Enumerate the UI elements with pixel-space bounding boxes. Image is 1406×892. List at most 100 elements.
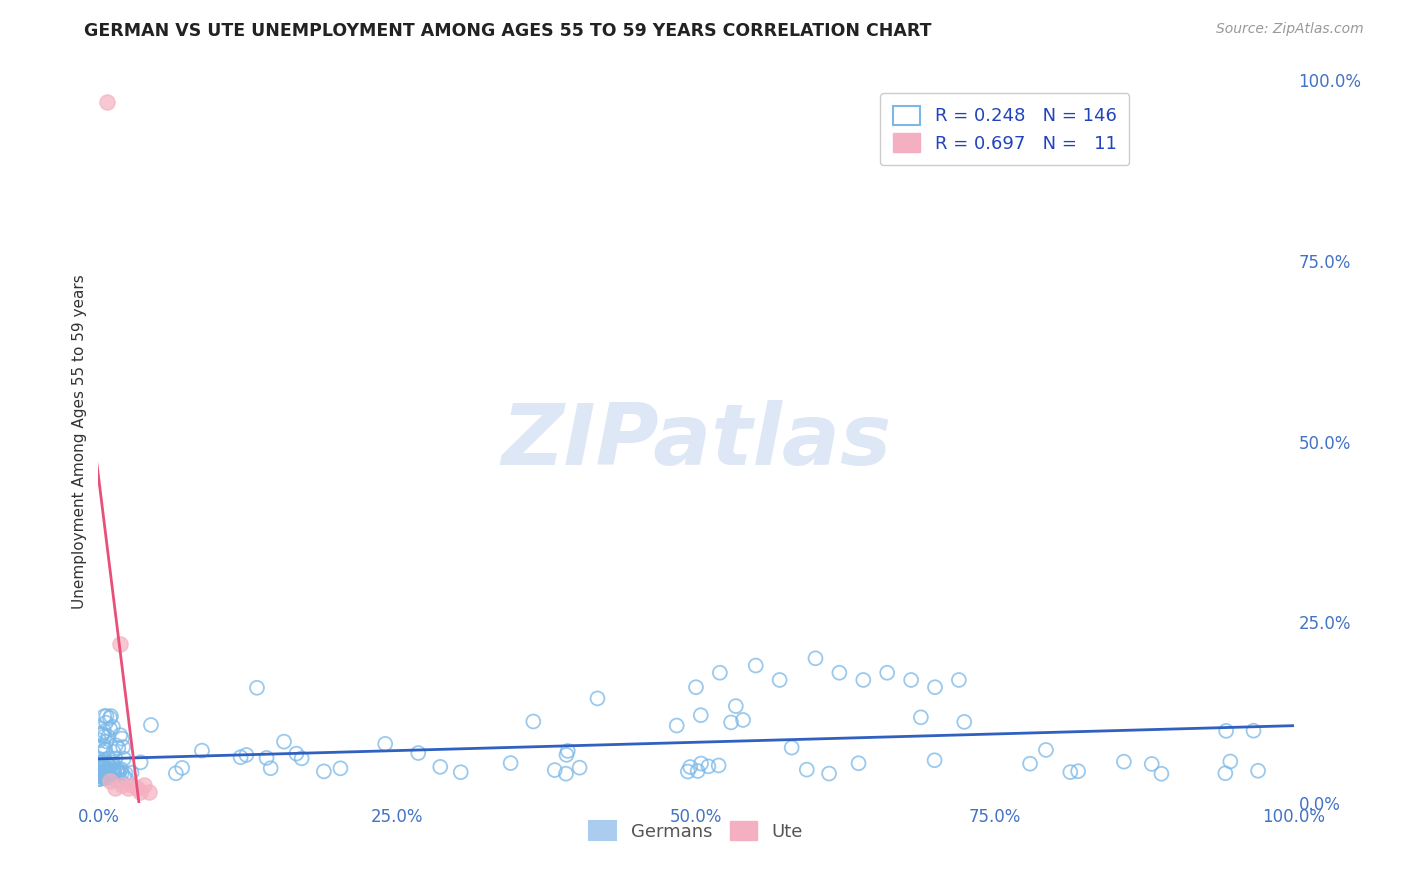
Point (89, 766, 111, 780)
Point (96, 764, 118, 779)
Text: ZIPatlas: ZIPatlas (501, 400, 891, 483)
Point (876, 665, 898, 680)
Point (312, 764, 335, 779)
Point (948, 673, 970, 687)
Point (89, 756, 111, 771)
Point (1247, 764, 1270, 778)
Point (125, 781, 148, 796)
Point (1213, 766, 1236, 780)
Point (103, 763, 125, 777)
Point (1150, 766, 1173, 780)
Legend: Germans, Ute: Germans, Ute (582, 814, 810, 848)
Point (89, 772, 111, 786)
Point (107, 766, 129, 780)
Point (697, 759, 720, 773)
Point (555, 747, 578, 762)
Point (1140, 756, 1163, 771)
Point (103, 764, 125, 779)
Point (132, 778, 155, 792)
Point (101, 756, 124, 770)
Point (1215, 723, 1237, 738)
Point (97, 769, 120, 783)
Y-axis label: Unemployment Among Ages 55 to 59 years: Unemployment Among Ages 55 to 59 years (72, 274, 87, 609)
Point (191, 743, 214, 757)
Point (104, 739, 127, 753)
Point (96, 709, 118, 723)
Point (93, 739, 115, 753)
Point (745, 658, 768, 673)
Point (98, 722, 121, 736)
Point (112, 769, 135, 783)
Point (93, 730, 115, 744)
Point (93, 709, 115, 723)
Point (90, 760, 112, 774)
Point (96, 763, 118, 777)
Point (112, 751, 135, 765)
Point (291, 751, 314, 765)
Point (94, 771, 117, 785)
Point (93, 762, 115, 776)
Point (100, 709, 122, 723)
Point (818, 766, 841, 780)
Point (98, 768, 121, 782)
Point (111, 731, 134, 746)
Point (568, 761, 591, 775)
Point (110, 728, 132, 742)
Point (165, 766, 187, 780)
Point (689, 708, 711, 723)
Point (97, 759, 120, 773)
Point (117, 781, 139, 796)
Point (329, 761, 352, 775)
Point (172, 761, 194, 775)
Point (1219, 755, 1241, 769)
Text: GERMAN VS UTE UNEMPLOYMENT AMONG AGES 55 TO 59 YEARS CORRELATION CHART: GERMAN VS UTE UNEMPLOYMENT AMONG AGES 55… (84, 22, 932, 40)
Point (97, 764, 120, 779)
Point (96, 756, 118, 770)
Point (852, 673, 875, 687)
Point (96, 734, 118, 748)
Point (406, 746, 429, 760)
Point (104, 751, 127, 765)
Point (105, 764, 128, 778)
Point (111, 766, 134, 780)
Point (94, 743, 117, 757)
Point (105, 773, 128, 788)
Point (108, 765, 131, 780)
Point (97, 751, 120, 765)
Point (97, 730, 120, 744)
Point (93, 767, 115, 781)
Point (121, 765, 143, 780)
Point (91, 759, 114, 773)
Point (229, 750, 252, 764)
Point (97, 770, 120, 784)
Point (96, 756, 118, 770)
Point (429, 760, 451, 774)
Point (104, 781, 127, 796)
Point (544, 763, 567, 777)
Point (94, 766, 117, 780)
Point (910, 710, 932, 724)
Point (953, 714, 976, 729)
Point (139, 718, 162, 732)
Point (93, 770, 115, 784)
Point (93, 724, 115, 739)
Point (260, 761, 283, 775)
Point (709, 665, 731, 680)
Point (685, 680, 707, 694)
Point (522, 714, 544, 729)
Point (129, 756, 152, 770)
Point (780, 740, 803, 755)
Point (94, 772, 117, 786)
Point (101, 757, 124, 772)
Point (91, 744, 114, 758)
Point (1059, 765, 1081, 780)
Point (89, 752, 111, 766)
Point (97, 770, 120, 784)
Point (98, 711, 121, 725)
Point (1112, 755, 1135, 769)
Point (91, 755, 114, 769)
Point (91, 728, 114, 742)
Point (1243, 723, 1265, 738)
Point (107, 762, 129, 776)
Point (89, 768, 111, 782)
